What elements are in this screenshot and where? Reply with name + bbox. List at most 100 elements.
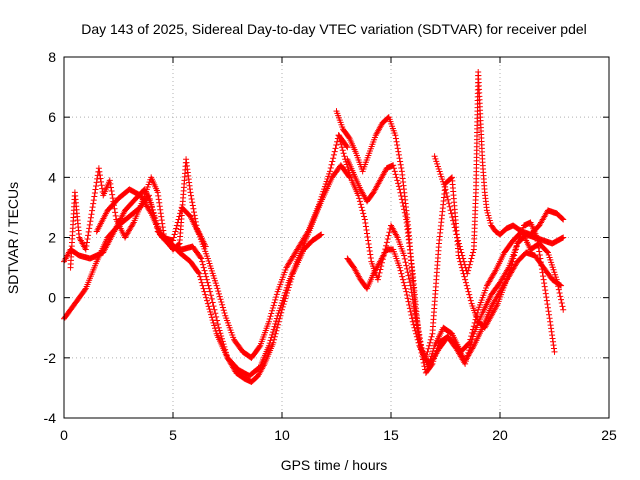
data-point	[158, 213, 165, 220]
data-point	[93, 182, 100, 189]
data-point	[385, 232, 392, 239]
data-point	[404, 295, 411, 302]
data-point	[197, 273, 204, 280]
data-point	[87, 218, 94, 225]
data-point	[407, 282, 414, 289]
data-point	[211, 306, 218, 313]
data-point	[557, 293, 564, 300]
data-point	[195, 269, 202, 276]
data-point	[452, 228, 459, 235]
data-point	[171, 231, 178, 238]
data-point	[273, 327, 280, 334]
data-point	[95, 165, 102, 172]
data-point	[209, 317, 216, 324]
data-point	[513, 243, 520, 250]
data-point	[146, 192, 153, 199]
data-point	[394, 177, 401, 184]
data-point	[159, 224, 166, 231]
data-point	[397, 158, 404, 165]
data-point	[484, 209, 491, 216]
data-point	[270, 326, 277, 333]
data-point	[415, 339, 422, 346]
data-point	[256, 343, 263, 350]
data-point	[274, 312, 281, 319]
data-point	[156, 203, 163, 210]
data-point	[175, 216, 182, 223]
data-point	[448, 175, 455, 182]
data-point	[542, 287, 549, 294]
data-point	[470, 323, 477, 330]
data-point	[407, 308, 414, 315]
data-point	[428, 333, 435, 340]
data-point	[199, 282, 206, 289]
data-point	[219, 304, 226, 311]
data-point	[273, 291, 280, 298]
data-point	[203, 276, 210, 283]
data-point	[283, 284, 290, 291]
y-tick-label: 2	[48, 230, 56, 246]
data-point	[556, 289, 563, 296]
data-point	[323, 178, 330, 185]
data-point	[400, 203, 407, 210]
data-point	[512, 246, 519, 253]
tick-labels: 0 5 10 15 20 25 -4 -2 0 2 4 6 8	[44, 49, 617, 443]
data-point	[160, 231, 167, 238]
data-point	[170, 237, 176, 244]
data-point	[555, 286, 562, 293]
data-point	[334, 138, 341, 145]
data-point	[537, 255, 544, 262]
data-point	[464, 285, 471, 292]
data-point	[443, 189, 450, 196]
data-point	[129, 220, 136, 227]
data-point	[198, 279, 205, 286]
data-point	[409, 296, 416, 303]
data-point	[560, 306, 567, 313]
data-point	[392, 135, 399, 142]
data-point	[281, 292, 288, 299]
data-point	[85, 228, 92, 235]
data-point	[445, 200, 452, 207]
data-point	[199, 261, 206, 268]
data-point	[93, 179, 100, 186]
data-point	[147, 199, 154, 206]
data-point	[189, 199, 196, 206]
data-point	[507, 264, 514, 271]
data-point	[395, 183, 402, 190]
data-point	[408, 286, 415, 293]
data-point	[109, 191, 116, 198]
data-point	[411, 307, 418, 314]
data-point	[218, 299, 225, 306]
data-point	[214, 285, 221, 292]
data-point	[212, 310, 219, 317]
data-point	[538, 262, 545, 269]
data-point	[202, 243, 209, 250]
data-point	[384, 236, 391, 243]
data-point	[409, 293, 416, 300]
data-point	[511, 252, 518, 259]
data-point	[187, 189, 194, 196]
data-point	[485, 212, 492, 219]
data-point	[412, 314, 419, 321]
y-tick-label: 4	[48, 169, 56, 185]
data-point	[441, 183, 448, 190]
data-point	[401, 252, 408, 259]
data-point	[553, 276, 560, 283]
data-point	[355, 192, 362, 199]
data-point	[112, 209, 119, 216]
data-point	[411, 310, 418, 317]
data-point	[200, 285, 207, 292]
data-point	[455, 237, 462, 244]
data-point	[204, 300, 211, 307]
data-point	[326, 170, 333, 177]
data-point	[207, 288, 214, 295]
data-point	[511, 249, 518, 256]
data-point	[268, 334, 275, 341]
data-point	[317, 196, 324, 203]
data-point	[462, 279, 469, 286]
data-point	[329, 158, 336, 165]
data-point	[190, 205, 197, 212]
data-point	[110, 198, 117, 205]
data-point	[361, 216, 368, 223]
data-point	[386, 229, 393, 236]
data-point	[156, 199, 163, 206]
